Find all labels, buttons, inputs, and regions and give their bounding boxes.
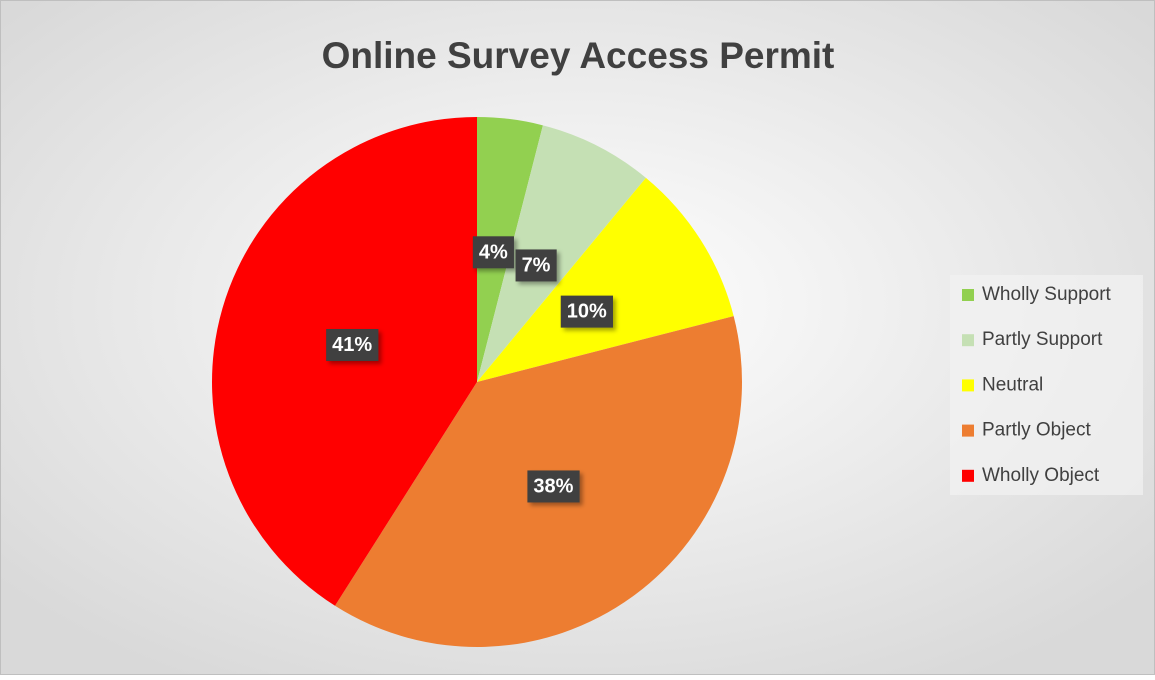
data-label: 38% xyxy=(527,470,580,503)
legend-swatch xyxy=(962,334,974,347)
legend-label: Partly Object xyxy=(982,420,1091,441)
pie-slice xyxy=(477,177,734,382)
data-label: 4% xyxy=(472,236,514,269)
legend-swatch xyxy=(962,424,974,437)
data-label-box xyxy=(326,329,379,362)
legend-label: Wholly Object xyxy=(982,465,1100,486)
legend-label: Wholly Support xyxy=(982,284,1112,305)
data-label-box xyxy=(527,470,580,503)
legend-label: Neutral xyxy=(982,374,1043,395)
pie-slice xyxy=(477,125,646,382)
data-label-box xyxy=(472,236,514,269)
legend-swatch xyxy=(962,379,974,392)
data-label-text: 38% xyxy=(533,475,573,497)
data-label-box xyxy=(515,249,557,282)
data-label-box xyxy=(560,295,613,328)
data-label: 41% xyxy=(326,329,379,362)
data-label-text: 10% xyxy=(567,301,607,323)
data-label: 10% xyxy=(560,295,613,328)
data-label-text: 7% xyxy=(522,254,551,276)
data-label-text: 4% xyxy=(479,241,508,263)
legend-swatch xyxy=(962,469,974,482)
data-label-text: 41% xyxy=(332,334,372,356)
legend-label: Partly Support xyxy=(982,329,1103,350)
legend-box xyxy=(950,275,1143,495)
data-label: 7% xyxy=(515,249,557,282)
legend-swatch xyxy=(962,289,974,301)
pie-slice xyxy=(211,117,477,606)
chart-title: Online Survey Access Permit xyxy=(322,35,835,76)
